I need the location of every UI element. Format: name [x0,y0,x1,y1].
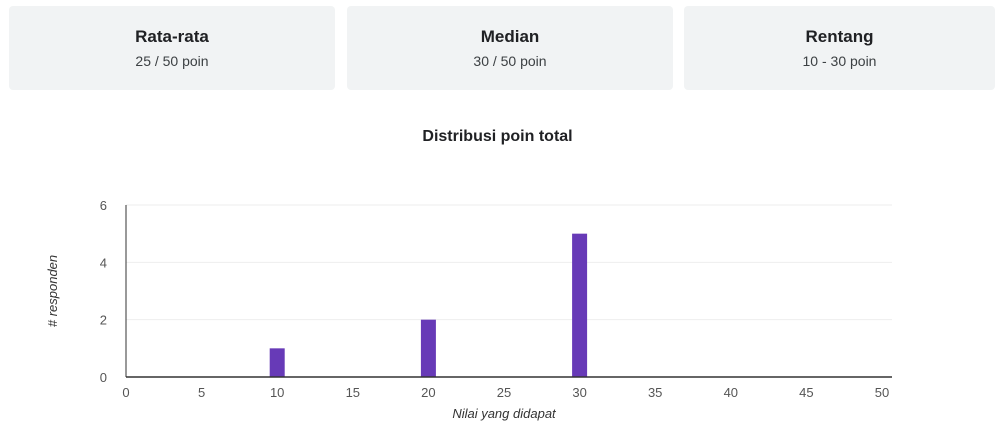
y-tick-label: 4 [100,255,107,270]
range-value: 10 - 30 poin [802,53,877,69]
x-tick-label: 10 [270,385,284,400]
x-tick-label: 15 [346,385,360,400]
range-card: Rentang 10 - 30 poin [684,6,995,90]
median-card: Median 30 / 50 poin [347,6,673,90]
x-tick-label: 45 [799,385,813,400]
x-tick-label: 35 [648,385,662,400]
x-tick-label: 50 [875,385,889,400]
mean-title: Rata-rata [135,27,209,46]
x-tick-label: 30 [572,385,586,400]
range-title: Rentang [805,27,874,46]
mean-value: 25 / 50 poin [135,53,209,69]
x-tick-label: 20 [421,385,435,400]
y-axis-label: # responden [45,255,60,327]
y-tick-label: 6 [100,198,107,213]
x-axis-label: Nilai yang didapat [452,406,557,421]
bars [269,233,588,377]
x-tick-label: 0 [122,385,129,400]
y-tick-label: 2 [100,313,107,328]
x-tick-label: 5 [198,385,205,400]
x-tick-label: 40 [724,385,738,400]
x-tick-label: 25 [497,385,511,400]
median-value: 30 / 50 poin [473,53,547,69]
summary-stats: Rata-rata 25 / 50 poin Median 30 / 50 po… [9,6,995,90]
chart-title: Distribusi poin total [422,128,573,145]
axes: 0 2 4 6 0 5 10 15 20 25 30 35 40 45 50 [100,198,892,400]
y-tick-label: 0 [100,370,107,385]
gridlines [126,204,892,321]
median-title: Median [480,27,540,46]
bar [269,348,285,377]
bar [420,319,436,377]
bar [572,233,588,377]
mean-card: Rata-rata 25 / 50 poin [9,6,335,90]
